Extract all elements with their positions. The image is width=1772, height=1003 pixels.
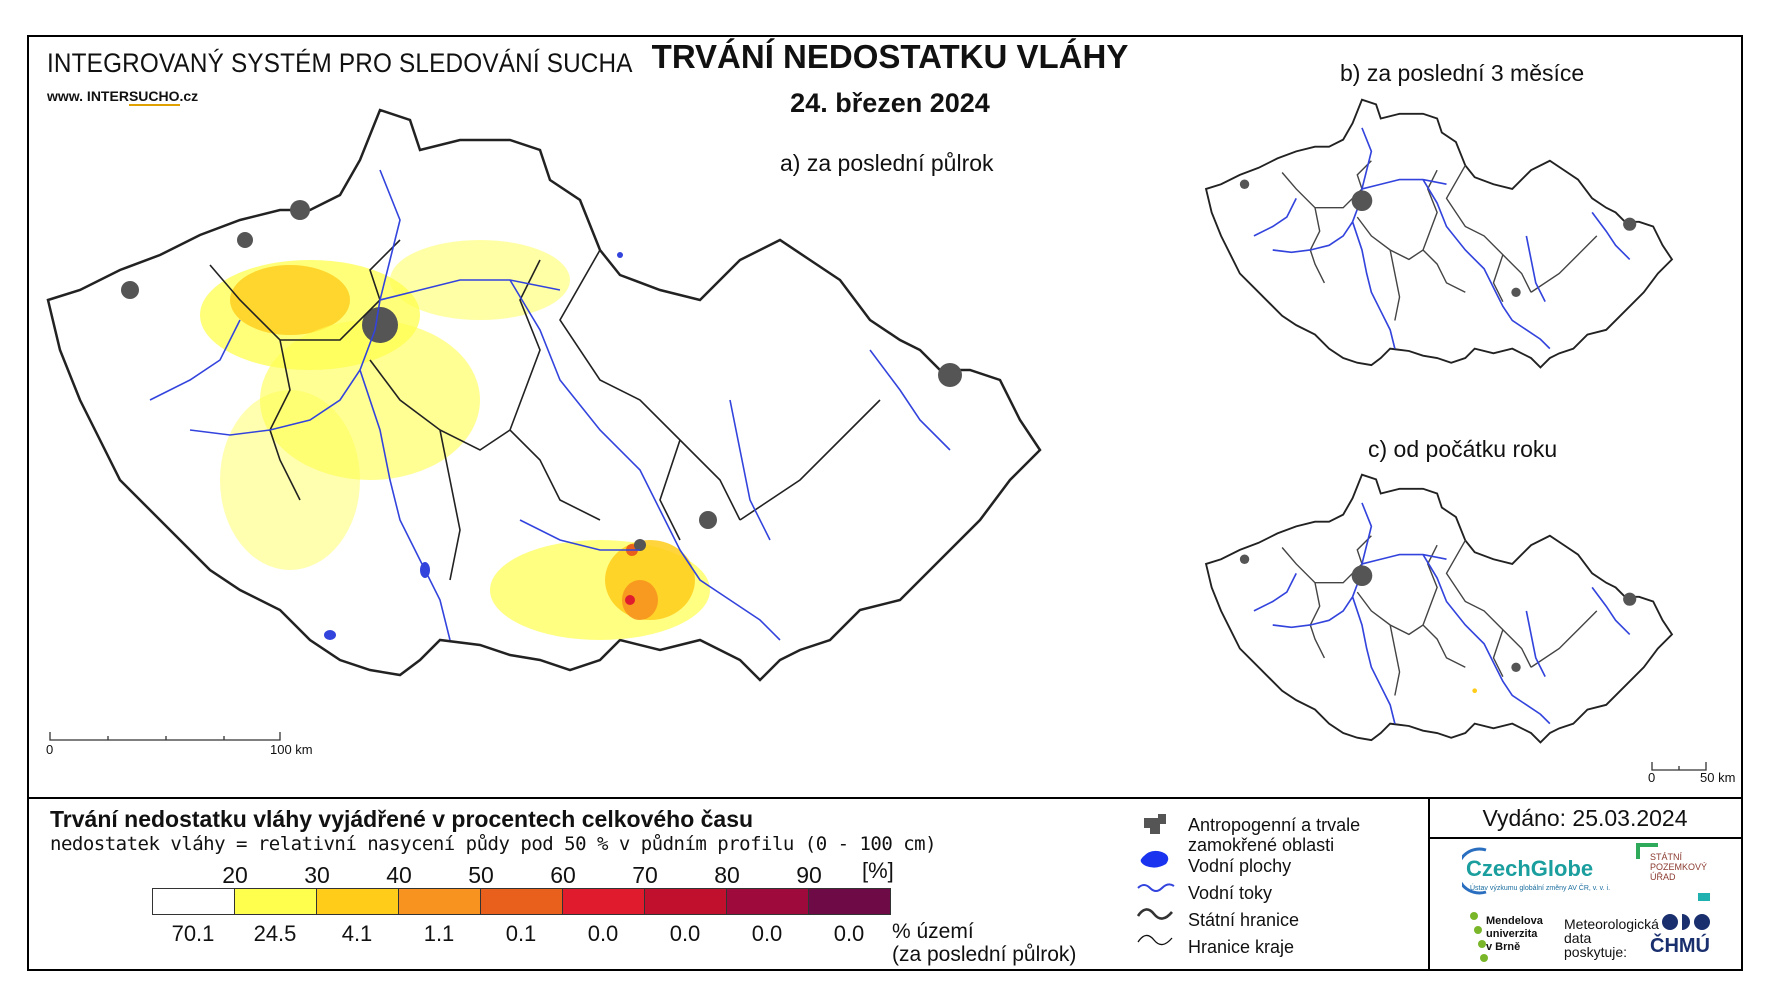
meteo-line1: Meteorologická xyxy=(1564,916,1659,932)
meteo-line2: data xyxy=(1564,930,1592,946)
scale-cell xyxy=(234,888,317,915)
czechglobe-subtitle: Ústav výzkumu globální změny AV ČR, v. v… xyxy=(1470,885,1611,892)
spu-logo: STÁTNÍ POZEMKOVÝ ÚŘAD xyxy=(1650,852,1707,882)
mendel-line1: Mendelova xyxy=(1486,915,1543,927)
scale-cell xyxy=(152,888,235,915)
chmu-logo-icon xyxy=(1662,914,1710,930)
area-percent: 0.0 xyxy=(587,921,619,946)
panel-label-c: c) od počátku roku xyxy=(1368,436,1558,462)
website-mid: SUCHO xyxy=(128,88,180,106)
urban-area-icon xyxy=(1144,814,1166,834)
threshold-label: 90 xyxy=(796,862,822,888)
legend-water-bodies: Vodní plochy xyxy=(1188,856,1292,876)
legend-watercourses: Vodní toky xyxy=(1188,883,1273,903)
issued-date: Vydáno: 25.03.2024 xyxy=(1482,805,1688,831)
scale-cell xyxy=(726,888,809,915)
scalebar-small xyxy=(1651,762,1707,771)
scalebar-main-start: 0 xyxy=(46,742,54,757)
legend-anthropogenic-line2: zamokřené oblasti xyxy=(1188,835,1335,855)
legend-anthropogenic-line1: Antropogenní a trvale xyxy=(1188,815,1361,835)
website-suffix: .cz xyxy=(179,88,199,104)
area-percent: 0.1 xyxy=(505,921,537,946)
legend-subtitle: nedostatek vláhy = relativní nasycení pů… xyxy=(50,833,937,855)
legend-title: Trvání nedostatku vláhy vyjádřené v proc… xyxy=(50,806,754,832)
area-percent: 0.0 xyxy=(751,921,783,946)
area-percent: 1.1 xyxy=(423,921,455,946)
legend-state-border: Státní hranice xyxy=(1188,910,1300,930)
scale-cell xyxy=(316,888,399,915)
scale-cell xyxy=(644,888,727,915)
meteo-credit: Meteorologická data poskytuje: xyxy=(1564,917,1659,959)
scale-cell xyxy=(480,888,563,915)
meteo-line3: poskytuje: xyxy=(1564,944,1628,960)
scale-unit: [%] xyxy=(862,858,894,883)
map-panel-b xyxy=(1204,98,1674,369)
scalebar-small-end: 50 km xyxy=(1700,770,1736,785)
scalebar-small-start: 0 xyxy=(1648,770,1656,785)
spu-line2: POZEMKOVÝ xyxy=(1650,862,1708,872)
website-link[interactable]: www. INTERSUCHO.cz xyxy=(47,88,199,106)
state-border-icon xyxy=(1136,908,1173,920)
panel-label-b: b) za poslední 3 měsíce xyxy=(1340,60,1585,86)
scalebar-main xyxy=(49,732,281,741)
country-outline-main xyxy=(46,108,1042,682)
area-label-line2: (za poslední půlrok) xyxy=(892,943,1077,966)
chmu-logo: ČHMÚ xyxy=(1650,935,1710,957)
panel-label-a: a) za poslední půlrok xyxy=(780,150,994,176)
scale-cell xyxy=(808,888,891,915)
spu-line3: ÚŘAD xyxy=(1650,872,1676,882)
area-percent: 0.0 xyxy=(833,921,865,946)
area-percent: 24.5 xyxy=(253,921,297,946)
mendel-line3: v Brně xyxy=(1486,941,1521,953)
scale-cell xyxy=(562,888,645,915)
threshold-label: 30 xyxy=(304,862,330,888)
region-border-icon xyxy=(1137,934,1173,946)
czechglobe-name: CzechGlobe xyxy=(1466,856,1594,881)
area-percent: 4.1 xyxy=(341,921,373,946)
legend-anthropogenic: Antropogenní a trvale zamokřené oblasti xyxy=(1188,815,1360,855)
czechglobe-logo xyxy=(1462,847,1487,895)
mendel-logo: Mendelova univerzita v Brně xyxy=(1486,915,1543,954)
area-percent: 70.1 xyxy=(171,921,215,946)
threshold-label: 40 xyxy=(386,862,412,888)
issued-divider xyxy=(1428,837,1743,839)
threshold-label: 20 xyxy=(222,862,248,888)
area-percent: 0.0 xyxy=(669,921,701,946)
page-date: 24. březen 2024 xyxy=(790,88,990,118)
threshold-label: 50 xyxy=(468,862,494,888)
watercourse-icon xyxy=(1137,883,1175,892)
map-panel-c xyxy=(1204,473,1674,744)
area-percent-label: % území (za poslední půlrok) xyxy=(892,920,1076,966)
legend-vdivider xyxy=(1428,797,1430,971)
area-label-line1: % území xyxy=(892,920,974,943)
mendel-line2: univerzita xyxy=(1486,928,1538,940)
map-symbols xyxy=(1136,814,1175,946)
threshold-label: 70 xyxy=(632,862,658,888)
website-prefix: www. INTER xyxy=(47,88,129,104)
spu-logo-square xyxy=(1698,893,1710,901)
spu-line1: STÁTNÍ xyxy=(1650,852,1683,862)
scale-cell xyxy=(398,888,481,915)
spu-logo-bar xyxy=(1636,843,1658,847)
threshold-label: 60 xyxy=(550,862,576,888)
legend-divider xyxy=(27,797,1743,799)
legend-region-border: Hranice kraje xyxy=(1188,937,1295,957)
main-map xyxy=(46,108,1042,682)
water-body-icon xyxy=(1140,850,1169,868)
spu-logo-bar-v xyxy=(1636,843,1640,859)
mendel-logo-dots xyxy=(1470,912,1488,962)
rivers-main xyxy=(149,169,951,641)
scalebar-main-end: 100 km xyxy=(270,742,313,757)
page-title: TRVÁNÍ NEDOSTATKU VLÁHY xyxy=(651,38,1129,75)
system-title: INTEGROVANÝ SYSTÉM PRO SLEDOVÁNÍ SUCHA xyxy=(47,48,633,78)
threshold-label: 80 xyxy=(714,862,740,888)
